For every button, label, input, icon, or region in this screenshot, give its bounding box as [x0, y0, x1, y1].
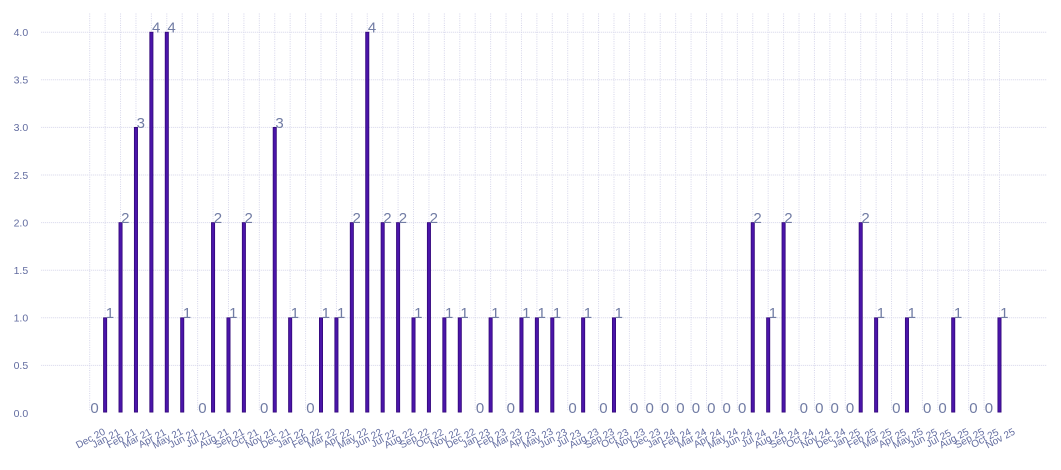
svg-text:1.0: 1.0 — [14, 313, 29, 325]
svg-text:2: 2 — [861, 210, 869, 227]
svg-text:1: 1 — [615, 305, 623, 322]
svg-text:0: 0 — [846, 400, 854, 417]
svg-text:1: 1 — [106, 305, 114, 322]
svg-text:0: 0 — [599, 400, 607, 417]
svg-text:0: 0 — [645, 400, 653, 417]
svg-text:2: 2 — [121, 210, 129, 227]
svg-text:4: 4 — [152, 20, 160, 37]
svg-text:0: 0 — [476, 400, 484, 417]
svg-text:2: 2 — [430, 210, 438, 227]
svg-text:0: 0 — [90, 400, 98, 417]
svg-text:1: 1 — [337, 305, 345, 322]
svg-text:2.5: 2.5 — [14, 170, 29, 182]
svg-text:3: 3 — [137, 115, 145, 132]
svg-text:3.5: 3.5 — [14, 75, 29, 87]
svg-text:1: 1 — [445, 305, 453, 322]
svg-text:1: 1 — [460, 305, 468, 322]
svg-text:0: 0 — [306, 400, 314, 417]
svg-text:0: 0 — [676, 400, 684, 417]
svg-text:0: 0 — [692, 400, 700, 417]
svg-text:1: 1 — [769, 305, 777, 322]
svg-text:2: 2 — [352, 210, 360, 227]
svg-text:0: 0 — [723, 400, 731, 417]
svg-text:4: 4 — [368, 20, 376, 37]
svg-text:1: 1 — [1000, 305, 1008, 322]
svg-text:2: 2 — [399, 210, 407, 227]
svg-text:1: 1 — [553, 305, 561, 322]
svg-text:0: 0 — [507, 400, 515, 417]
svg-text:1: 1 — [491, 305, 499, 322]
svg-text:0: 0 — [985, 400, 993, 417]
svg-text:0: 0 — [738, 400, 746, 417]
svg-text:1.5: 1.5 — [14, 265, 29, 277]
svg-text:0: 0 — [892, 400, 900, 417]
svg-text:0: 0 — [568, 400, 576, 417]
svg-text:2: 2 — [784, 210, 792, 227]
svg-text:0.0: 0.0 — [14, 408, 29, 420]
svg-text:0.5: 0.5 — [14, 360, 29, 372]
svg-text:1: 1 — [954, 305, 962, 322]
svg-text:2: 2 — [753, 210, 761, 227]
svg-text:4.0: 4.0 — [14, 27, 29, 39]
svg-text:0: 0 — [969, 400, 977, 417]
svg-text:1: 1 — [291, 305, 299, 322]
svg-text:0: 0 — [815, 400, 823, 417]
svg-text:0: 0 — [198, 400, 206, 417]
svg-text:1: 1 — [322, 305, 330, 322]
svg-text:2.0: 2.0 — [14, 217, 29, 229]
svg-text:0: 0 — [707, 400, 715, 417]
svg-text:3: 3 — [275, 115, 283, 132]
svg-text:0: 0 — [260, 400, 268, 417]
svg-text:0: 0 — [661, 400, 669, 417]
svg-text:1: 1 — [584, 305, 592, 322]
svg-text:2: 2 — [245, 210, 253, 227]
svg-text:1: 1 — [877, 305, 885, 322]
svg-text:1: 1 — [183, 305, 191, 322]
svg-text:0: 0 — [630, 400, 638, 417]
svg-text:0: 0 — [830, 400, 838, 417]
svg-text:0: 0 — [938, 400, 946, 417]
svg-text:3.0: 3.0 — [14, 122, 29, 134]
svg-text:1: 1 — [538, 305, 546, 322]
svg-text:1: 1 — [414, 305, 422, 322]
svg-text:1: 1 — [522, 305, 530, 322]
svg-text:4: 4 — [167, 20, 175, 37]
svg-text:0: 0 — [800, 400, 808, 417]
svg-text:0: 0 — [923, 400, 931, 417]
svg-text:1: 1 — [229, 305, 237, 322]
svg-text:2: 2 — [383, 210, 391, 227]
svg-text:2: 2 — [214, 210, 222, 227]
svg-text:1: 1 — [908, 305, 916, 322]
